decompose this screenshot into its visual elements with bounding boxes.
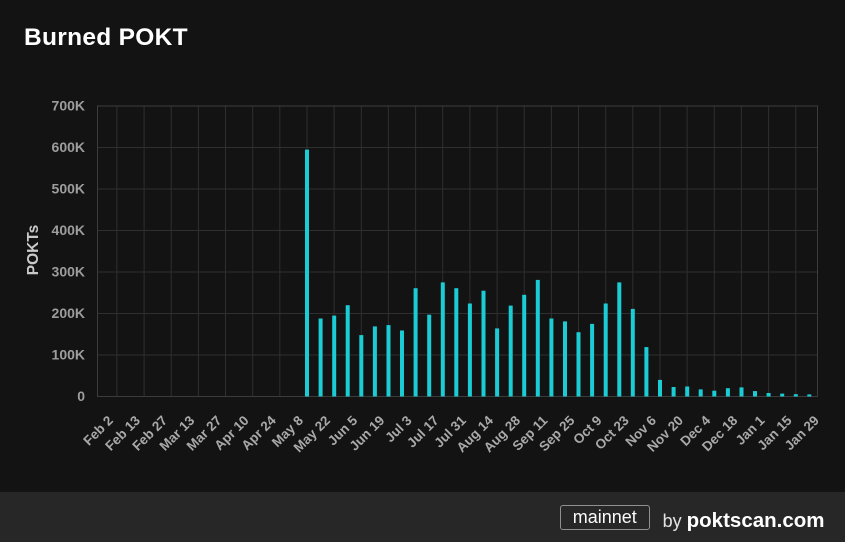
svg-text:700K: 700K [52, 97, 85, 113]
svg-text:300K: 300K [52, 263, 85, 279]
svg-text:100K: 100K [52, 346, 85, 362]
svg-text:600K: 600K [52, 139, 85, 155]
svg-text:200K: 200K [52, 305, 85, 321]
svg-text:500K: 500K [52, 180, 85, 196]
svg-text:400K: 400K [52, 222, 85, 238]
svg-text:0: 0 [77, 388, 85, 404]
svg-text:POKTs: POKTs [25, 225, 42, 276]
